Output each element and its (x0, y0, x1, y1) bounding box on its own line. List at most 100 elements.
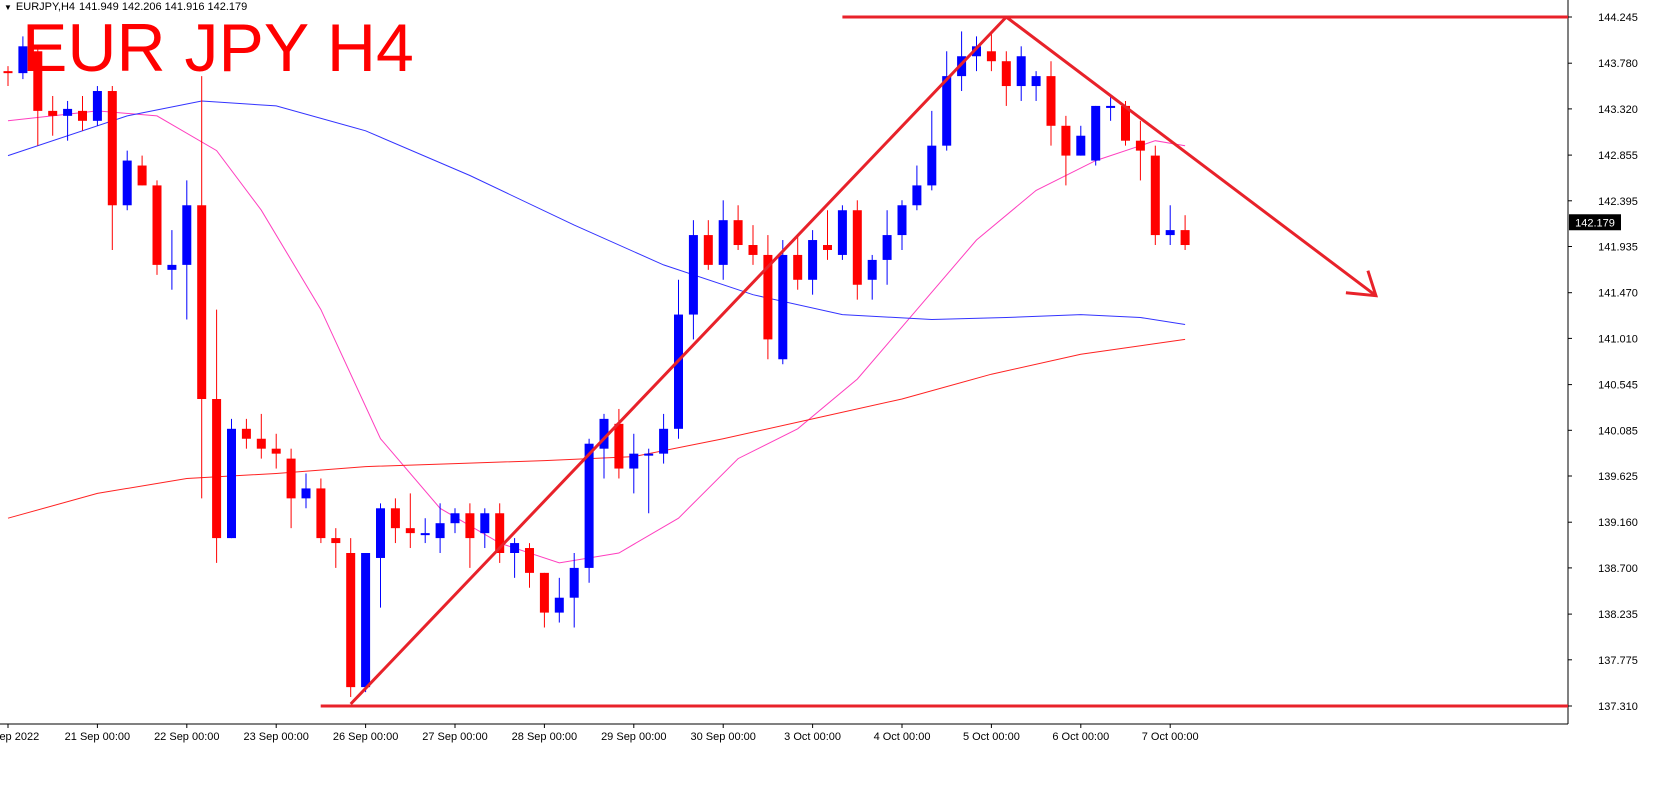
candle (584, 438, 594, 583)
candle-body (644, 453, 654, 456)
candle (703, 220, 713, 270)
candle-body (1150, 155, 1160, 236)
y-tick-label: 142.855 (1598, 150, 1638, 162)
x-tick-label: 28 Sep 00:00 (512, 731, 577, 743)
candle (823, 210, 832, 260)
candle (897, 200, 907, 250)
candle-body (927, 145, 937, 186)
downtrend-arrow-line (1005, 15, 1377, 297)
candle-body (569, 567, 579, 598)
candle-body (227, 428, 236, 539)
candle-body (823, 245, 832, 250)
candle (197, 76, 207, 499)
candle (92, 86, 102, 126)
candle-body (614, 423, 624, 469)
candle-body (778, 254, 788, 360)
y-tick-label: 141.935 (1598, 242, 1638, 254)
candle-body (674, 314, 683, 429)
candle-body (212, 399, 222, 539)
current-price-label: 142.179 (1575, 217, 1615, 229)
y-tick-label: 141.470 (1598, 288, 1638, 300)
candle (3, 66, 13, 87)
candle-body (465, 513, 475, 539)
candle (212, 309, 222, 563)
candle (182, 180, 192, 320)
candle (644, 448, 654, 514)
x-tick-label: 4 Oct 00:00 (874, 731, 931, 743)
candle (18, 36, 28, 80)
arrow-head-icon (1345, 270, 1379, 298)
candle-body (286, 458, 296, 499)
candle (748, 225, 758, 265)
y-tick-label: 138.700 (1598, 563, 1638, 575)
candle (286, 448, 296, 529)
candle (1016, 46, 1026, 101)
candle (778, 240, 788, 365)
y-tick-label: 140.545 (1598, 380, 1638, 392)
candle-body (659, 428, 669, 454)
symbol-label: EURJPY,H4 (15, 1, 76, 13)
candle-body (495, 513, 505, 553)
candle-body (197, 205, 207, 400)
symbol-info-bar: ▼ EURJPY,H4 141.949 142.206 141.916 142.17… (4, 1, 251, 13)
candle-body (1061, 125, 1071, 156)
candle-body (1121, 105, 1130, 141)
y-tick-label: 140.085 (1598, 425, 1638, 437)
candle (465, 503, 475, 568)
chart-title-overlay: EUR JPY H4 (22, 10, 414, 86)
y-tick-label: 144.245 (1598, 12, 1638, 24)
candle-body (852, 210, 862, 285)
candle-body (167, 264, 177, 270)
x-tick-label: 22 Sep 00:00 (154, 731, 219, 743)
candle (912, 165, 922, 211)
candle (78, 95, 87, 131)
candle-body (405, 528, 415, 534)
candle (1150, 145, 1160, 246)
candle (539, 572, 549, 628)
candle (63, 100, 73, 141)
x-tick-label: 30 Sep 00:00 (690, 731, 755, 743)
candle (331, 528, 341, 568)
x-tick-label: 21 Sep 00:00 (65, 731, 130, 743)
candle (435, 503, 445, 553)
candle (122, 150, 132, 211)
y-tick-label: 139.625 (1598, 471, 1638, 483)
price-axis-group: 144.245 143.780 143.320 142.855 142.395 141.9… (0, 0, 1638, 743)
candle-body (480, 513, 490, 534)
candle (927, 110, 937, 191)
candle (629, 433, 639, 494)
candle (554, 577, 564, 623)
candle-body (450, 513, 460, 524)
candle (837, 205, 847, 260)
candle-body (107, 91, 117, 206)
candle (271, 433, 281, 469)
moving-average-line (7, 100, 1186, 325)
candle (1061, 115, 1071, 186)
candle (569, 552, 579, 628)
candle (316, 478, 326, 544)
candle-body (1091, 105, 1101, 161)
dropdown-triangle-icon[interactable]: ▼ (4, 3, 12, 12)
x-tick-label: 27 Sep 00:00 (422, 731, 487, 743)
y-tick-label: 143.320 (1598, 104, 1638, 116)
candle-body (78, 110, 87, 121)
candles (3, 31, 1190, 698)
x-tick-label: 5 Oct 00:00 (963, 731, 1020, 743)
candle-body (793, 254, 803, 280)
candle (1106, 95, 1116, 121)
candle (256, 413, 266, 459)
candle (450, 508, 460, 534)
candle (1180, 215, 1190, 250)
candle-body (18, 46, 28, 74)
candle (33, 46, 43, 146)
candle (1031, 71, 1041, 101)
candle-body (1076, 135, 1086, 156)
candle (659, 413, 669, 464)
candle-body (241, 428, 251, 439)
candle (495, 503, 505, 563)
candle (420, 518, 430, 544)
candle-body (837, 210, 847, 255)
candle-body (688, 235, 698, 315)
